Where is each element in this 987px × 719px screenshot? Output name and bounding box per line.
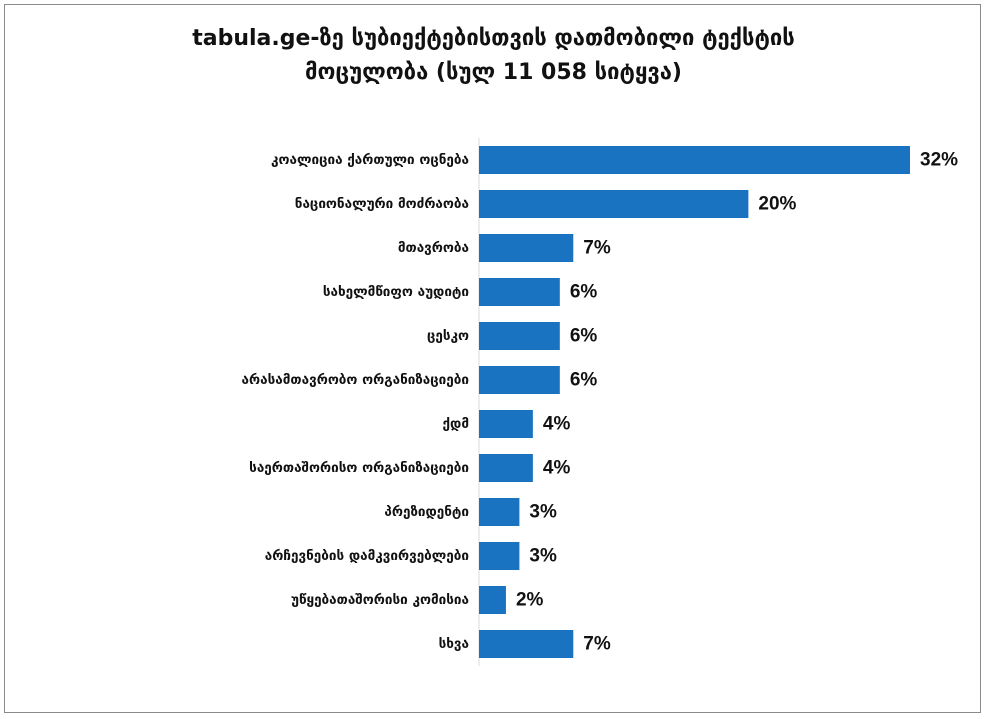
bar (479, 410, 533, 438)
data-label: 6% (570, 370, 598, 391)
category-label: არასამთავრობო ორგანიზაციები (242, 372, 469, 388)
bar (479, 366, 560, 394)
category-label: ქდმ (443, 416, 470, 432)
data-label: 3% (529, 502, 557, 523)
bar (479, 234, 574, 262)
data-label: 4% (543, 458, 571, 479)
data-label: 32% (920, 150, 958, 171)
data-label: 2% (516, 590, 544, 611)
category-label: კოალიცია ქართული ოცნება (271, 152, 469, 168)
category-label: მთავრობა (398, 240, 469, 256)
chart-title: tabula.ge-ზე სუბიექტებისთვის დათმობილი ტ… (60, 22, 927, 90)
category-label: ცესკო (427, 328, 469, 344)
category-label: პრეზიდენტი (384, 504, 469, 520)
bar (479, 146, 910, 174)
data-label: 3% (529, 546, 557, 567)
chart-title-line-1: tabula.ge-ზე სუბიექტებისთვის დათმობილი ტ… (192, 26, 795, 51)
category-label: უწყებათაშორისი კომისია (291, 592, 469, 608)
category-label: არჩევნების დამკვირვებლები (265, 548, 469, 564)
bars-group: კოალიცია ქართული ოცნება 32% ნაციონალური მო… (242, 146, 958, 658)
bar (479, 322, 560, 350)
bar (479, 586, 506, 614)
data-label: 6% (570, 326, 598, 347)
data-label: 7% (583, 634, 611, 655)
data-label: 6% (570, 282, 598, 303)
category-label: სხვა (439, 636, 469, 652)
bar (479, 542, 520, 570)
bar (479, 630, 574, 658)
bar (479, 278, 560, 306)
data-label: 4% (543, 414, 571, 435)
bar (479, 190, 749, 218)
data-label: 20% (758, 194, 796, 215)
category-label: საერთაშორისო ორგანიზაციები (249, 460, 469, 476)
bar (479, 454, 533, 482)
category-label: სახელმწიფო აუდიტი (323, 284, 469, 300)
category-label: ნაციონალური მოძრაობა (295, 196, 469, 212)
bar (479, 498, 520, 526)
data-label: 7% (583, 238, 611, 259)
chart-title-line-2: მოცულობა (სულ 11 058 სიტყვა) (305, 60, 682, 85)
